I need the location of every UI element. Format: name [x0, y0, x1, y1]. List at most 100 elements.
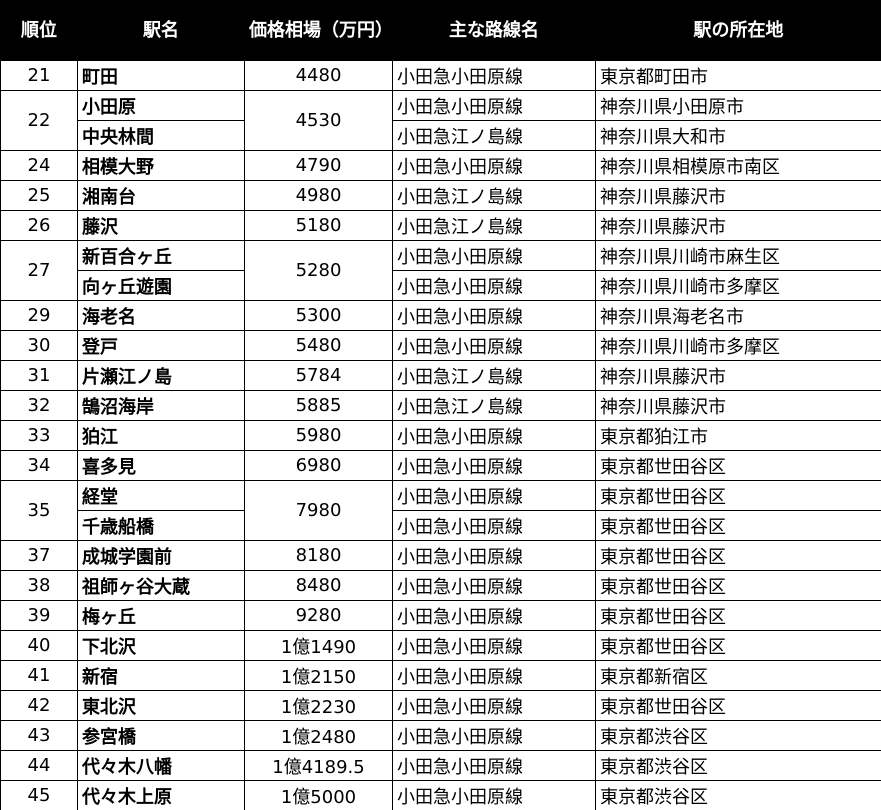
- location-cell: 東京都世田谷区: [595, 540, 881, 571]
- location-cell: 神奈川県藤沢市: [595, 390, 881, 421]
- header-cell: 駅の所在地: [595, 0, 881, 61]
- station-name: 参宮橋: [77, 720, 245, 751]
- location-cell: 東京都世田谷区: [595, 570, 881, 601]
- rank-cell: 35: [0, 480, 78, 541]
- price-cell: 6980: [244, 450, 393, 481]
- station-name: 海老名: [77, 300, 245, 331]
- table-row: 30 登戸 5480 小田急小田原線 神奈川県川崎市多摩区: [0, 330, 881, 361]
- station-name: 新宿: [77, 660, 245, 691]
- rank-cell: 29: [0, 300, 78, 331]
- station-name: 片瀬江ノ島: [77, 360, 245, 391]
- location-cell: 東京都町田市: [595, 60, 881, 91]
- rank-cell: 45: [0, 780, 78, 810]
- price-cell: 1億5000: [244, 780, 393, 810]
- line-cell: 小田急江ノ島線: [392, 120, 596, 151]
- line-cell: 小田急小田原線: [392, 60, 596, 91]
- table-row: 40 下北沢 1億1490 小田急小田原線 東京都世田谷区: [0, 630, 881, 661]
- table-row: 35 経堂 7980 小田急小田原線 東京都世田谷区: [0, 480, 881, 541]
- station-name: 喜多見: [77, 450, 245, 481]
- station-name: 藤沢: [77, 210, 245, 241]
- line-cell: 小田急小田原線: [392, 570, 596, 601]
- location-cell: 東京都新宿区: [595, 660, 881, 691]
- header-cell: 駅名: [77, 0, 245, 61]
- line-cell: 小田急小田原線: [392, 270, 596, 301]
- table-body: 21 町田 4480 小田急小田原線 東京都町田市 22 小田原 4530 小田急小田原線 神奈川…: [0, 60, 881, 810]
- table-row: 38 祖師ヶ谷大蔵 8480 小田急小田原線 東京都世田谷区: [0, 570, 881, 601]
- location-cell: 東京都狛江市: [595, 420, 881, 451]
- price-cell: 1億2230: [244, 690, 393, 721]
- location-cell: 東京都渋谷区: [595, 720, 881, 751]
- price-cell: 4790: [244, 150, 393, 181]
- price-cell: 1億1490: [244, 630, 393, 661]
- rank-cell: 25: [0, 180, 78, 211]
- rank-cell: 41: [0, 660, 78, 691]
- table-row: 24 相模大野 4790 小田急小田原線 神奈川県相模原市南区: [0, 150, 881, 181]
- station-name: 向ヶ丘遊園: [77, 270, 245, 301]
- header-cell: 価格相場（万円）: [244, 0, 393, 61]
- table-row: 22 小田原 4530 小田急小田原線 神奈川県小田原市: [0, 90, 881, 151]
- location-cell: 神奈川県藤沢市: [595, 180, 881, 211]
- location-cell: 東京都世田谷区: [595, 630, 881, 661]
- price-cell: 5280: [244, 240, 393, 301]
- table-row: 25 湘南台 4980 小田急江ノ島線 神奈川県藤沢市: [0, 180, 881, 211]
- header-cell: 順位: [0, 0, 78, 61]
- price-cell: 5784: [244, 360, 393, 391]
- table-row: 千歳船橋 小田急小田原線 東京都世田谷区: [1, 510, 881, 541]
- rank-cell: 44: [0, 750, 78, 781]
- location-cell: 神奈川県海老名市: [595, 300, 881, 331]
- station-name: 下北沢: [77, 630, 245, 661]
- header-cell: 主な路線名: [392, 0, 596, 61]
- price-cell: 5180: [244, 210, 393, 241]
- price-cell: 1億2480: [244, 720, 393, 751]
- rank-cell: 32: [0, 390, 78, 421]
- table-row: 33 狛江 5980 小田急小田原線 東京都狛江市: [0, 420, 881, 451]
- price-cell: 8180: [244, 540, 393, 571]
- line-cell: 小田急小田原線: [392, 480, 596, 511]
- station-name: 湘南台: [77, 180, 245, 211]
- line-cell: 小田急小田原線: [392, 450, 596, 481]
- rank-cell: 37: [0, 540, 78, 571]
- price-cell: 5885: [244, 390, 393, 421]
- rank-cell: 30: [0, 330, 78, 361]
- table-row: 中央林間 小田急江ノ島線 神奈川県大和市: [1, 120, 881, 151]
- rank-cell: 42: [0, 690, 78, 721]
- location-cell: 東京都渋谷区: [595, 780, 881, 810]
- station-name: 町田: [77, 60, 245, 91]
- price-cell: 1億4189.5: [244, 750, 393, 781]
- station-name: 小田原: [77, 90, 245, 121]
- line-cell: 小田急江ノ島線: [392, 210, 596, 241]
- price-cell: 4980: [244, 180, 393, 211]
- line-cell: 小田急小田原線: [392, 660, 596, 691]
- line-cell: 小田急小田原線: [392, 90, 596, 121]
- location-cell: 神奈川県川崎市多摩区: [595, 270, 881, 301]
- location-cell: 神奈川県川崎市多摩区: [595, 330, 881, 361]
- header-row: 順位 駅名 価格相場（万円） 主な路線名 駅の所在地: [0, 0, 881, 61]
- rank-cell: 21: [0, 60, 78, 91]
- price-cell: 5480: [244, 330, 393, 361]
- line-cell: 小田急小田原線: [392, 690, 596, 721]
- station-name: 新百合ヶ丘: [77, 240, 245, 271]
- location-cell: 東京都渋谷区: [595, 750, 881, 781]
- line-cell: 小田急小田原線: [392, 540, 596, 571]
- table-row: 42 東北沢 1億2230 小田急小田原線 東京都世田谷区: [0, 690, 881, 721]
- line-cell: 小田急小田原線: [392, 780, 596, 810]
- table-row: 向ヶ丘遊園 小田急小田原線 神奈川県川崎市多摩区: [1, 270, 881, 301]
- rank-cell: 26: [0, 210, 78, 241]
- price-cell: 8480: [244, 570, 393, 601]
- location-cell: 東京都世田谷区: [595, 690, 881, 721]
- table-row: 39 梅ヶ丘 9280 小田急小田原線 東京都世田谷区: [0, 600, 881, 631]
- line-cell: 小田急小田原線: [392, 420, 596, 451]
- station-name: 登戸: [77, 330, 245, 361]
- table-row: 43 参宮橋 1億2480 小田急小田原線 東京都渋谷区: [0, 720, 881, 751]
- station-name: 狛江: [77, 420, 245, 451]
- table-header: 順位 駅名 価格相場（万円） 主な路線名 駅の所在地: [0, 0, 881, 61]
- price-cell: 5980: [244, 420, 393, 451]
- rank-cell: 43: [0, 720, 78, 751]
- table-row: 41 新宿 1億2150 小田急小田原線 東京都新宿区: [0, 660, 881, 691]
- line-cell: 小田急江ノ島線: [392, 180, 596, 211]
- line-cell: 小田急小田原線: [392, 750, 596, 781]
- location-cell: 神奈川県藤沢市: [595, 210, 881, 241]
- table-row: 27 新百合ヶ丘 5280 小田急小田原線 神奈川県川崎市麻生区: [0, 240, 881, 301]
- price-cell: 9280: [244, 600, 393, 631]
